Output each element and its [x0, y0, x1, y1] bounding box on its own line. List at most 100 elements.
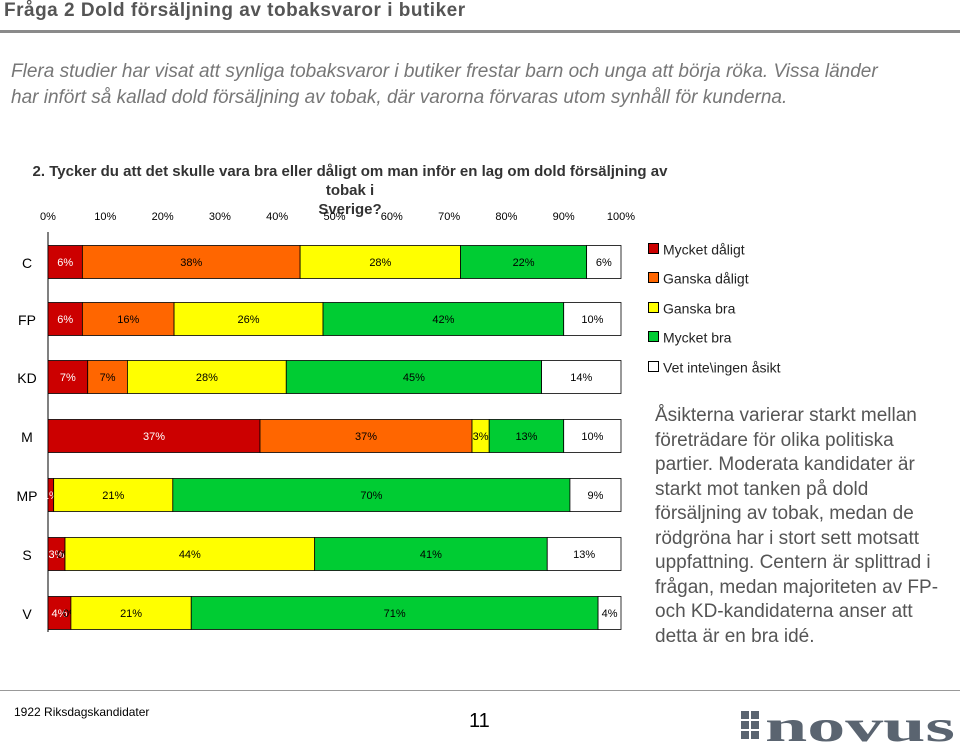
- data-label: 4%: [52, 608, 68, 620]
- data-label: 3%: [49, 549, 65, 561]
- question-line-2: Sverige?: [318, 201, 382, 218]
- logo-mark: [741, 711, 759, 739]
- legend-swatch: [648, 360, 659, 372]
- bar-segment: [299, 245, 461, 279]
- data-label: 13%: [573, 549, 595, 561]
- bar-segment: [81, 302, 175, 336]
- bar-segment: [488, 419, 565, 453]
- data-label: 38%: [180, 257, 202, 269]
- category-label: KD: [17, 370, 36, 386]
- data-label: 37%: [355, 431, 377, 443]
- legend-item: Ganska dåligt: [648, 269, 749, 287]
- page-number: 11: [469, 710, 490, 732]
- category-label: V: [22, 606, 32, 622]
- bar-segment: [173, 302, 324, 336]
- legend-item: Mycket dåligt: [648, 240, 745, 258]
- data-label: 45%: [403, 372, 425, 384]
- data-label: 71%: [384, 608, 406, 620]
- bar-segment: [322, 302, 565, 336]
- bar-segment: [546, 537, 622, 571]
- data-label: 21%: [102, 490, 124, 502]
- data-label: 28%: [196, 372, 218, 384]
- x-tick-label: 60%: [381, 211, 403, 223]
- slide-title: Fråga 2 Dold försäljning av tobaksvaror …: [4, 0, 466, 21]
- legend-label: Ganska dåligt: [663, 270, 749, 287]
- x-tick-label: 50%: [323, 211, 345, 223]
- x-tick-label: 40%: [266, 211, 288, 223]
- x-tick-label: 80%: [495, 211, 517, 223]
- category-label: C: [22, 255, 32, 271]
- x-tick-label: 0%: [40, 211, 56, 223]
- intro-text: Flera studier har visat att synliga toba…: [11, 61, 878, 108]
- legend-item: Ganska bra: [648, 299, 735, 317]
- x-tick-label: 20%: [152, 211, 174, 223]
- category-label: MP: [17, 488, 38, 504]
- data-label: 42%: [432, 314, 454, 326]
- data-label: 10%: [581, 314, 603, 326]
- x-tick-label: 100%: [607, 211, 635, 223]
- data-label: 70%: [360, 490, 382, 502]
- category-label: FP: [18, 312, 36, 328]
- bar-segment: [541, 360, 622, 394]
- bar-segment: [586, 245, 622, 279]
- x-tick-label: 70%: [438, 211, 460, 223]
- legend-label: Ganska bra: [663, 300, 736, 317]
- x-tick-label: 90%: [553, 211, 575, 223]
- data-label: 9%: [588, 490, 604, 502]
- data-label: 21%: [120, 608, 142, 620]
- bar-segment: [314, 537, 548, 571]
- question-text: 2. Tycker du att det skulle vara bra ell…: [30, 162, 670, 219]
- data-label: 28%: [369, 257, 391, 269]
- data-label: 14%: [570, 372, 592, 384]
- comment-text: Åsikterna varierar starkt mellan företrä…: [655, 405, 939, 647]
- data-label: 13%: [515, 431, 537, 443]
- data-label: 26%: [238, 314, 260, 326]
- data-label: 10%: [581, 431, 603, 443]
- bar-segment: [563, 302, 622, 336]
- bar-segment: [285, 360, 542, 394]
- bar-segment: [460, 245, 588, 279]
- bar-segment: [64, 537, 316, 571]
- title-divider: [0, 30, 960, 33]
- bar-segment: [70, 596, 192, 630]
- legend-label: Mycket dåligt: [663, 241, 745, 258]
- data-label: 44%: [179, 549, 201, 561]
- bar-segment: [47, 302, 83, 336]
- legend-label: Vet inte\ingen åsikt: [663, 359, 781, 376]
- x-tick-label: 10%: [94, 211, 116, 223]
- bar-segment: [47, 419, 261, 453]
- bar-segment: [172, 478, 571, 512]
- data-label: 41%: [420, 549, 442, 561]
- bar-segment: [81, 245, 301, 279]
- legend-swatch: [648, 330, 659, 342]
- data-label: 6%: [596, 257, 612, 269]
- bar-segment: [563, 419, 622, 453]
- bar-segment: [597, 596, 622, 630]
- legend-swatch: [648, 301, 659, 313]
- legend-item: Vet inte\ingen åsikt: [648, 358, 781, 376]
- data-label: 4%: [602, 608, 618, 620]
- x-tick-label: 30%: [209, 211, 231, 223]
- logo-wordmark: novus: [765, 705, 955, 745]
- bar-segment: [190, 596, 599, 630]
- data-label: 37%: [143, 431, 165, 443]
- legend-swatch: [648, 242, 659, 254]
- legend-swatch: [648, 271, 659, 283]
- footer-note: 1922 Riksdagskandidater: [14, 705, 150, 719]
- data-label: 6%: [57, 314, 73, 326]
- bar-segment: [127, 360, 287, 394]
- footer-divider: [0, 690, 960, 691]
- category-label: S: [22, 547, 31, 563]
- legend-item: Mycket bra: [648, 328, 731, 346]
- novus-logo: novus: [741, 705, 955, 745]
- data-label: 7%: [100, 372, 116, 384]
- bar-segment: [259, 419, 473, 453]
- bar-segment: [569, 478, 622, 512]
- legend-label: Mycket bra: [663, 329, 732, 346]
- question-line-1: 2. Tycker du att det skulle vara bra ell…: [32, 163, 668, 199]
- data-label: 3%: [473, 431, 489, 443]
- bar-segment: [47, 360, 89, 394]
- bar-segment: [53, 478, 174, 512]
- data-label: 7%: [60, 372, 76, 384]
